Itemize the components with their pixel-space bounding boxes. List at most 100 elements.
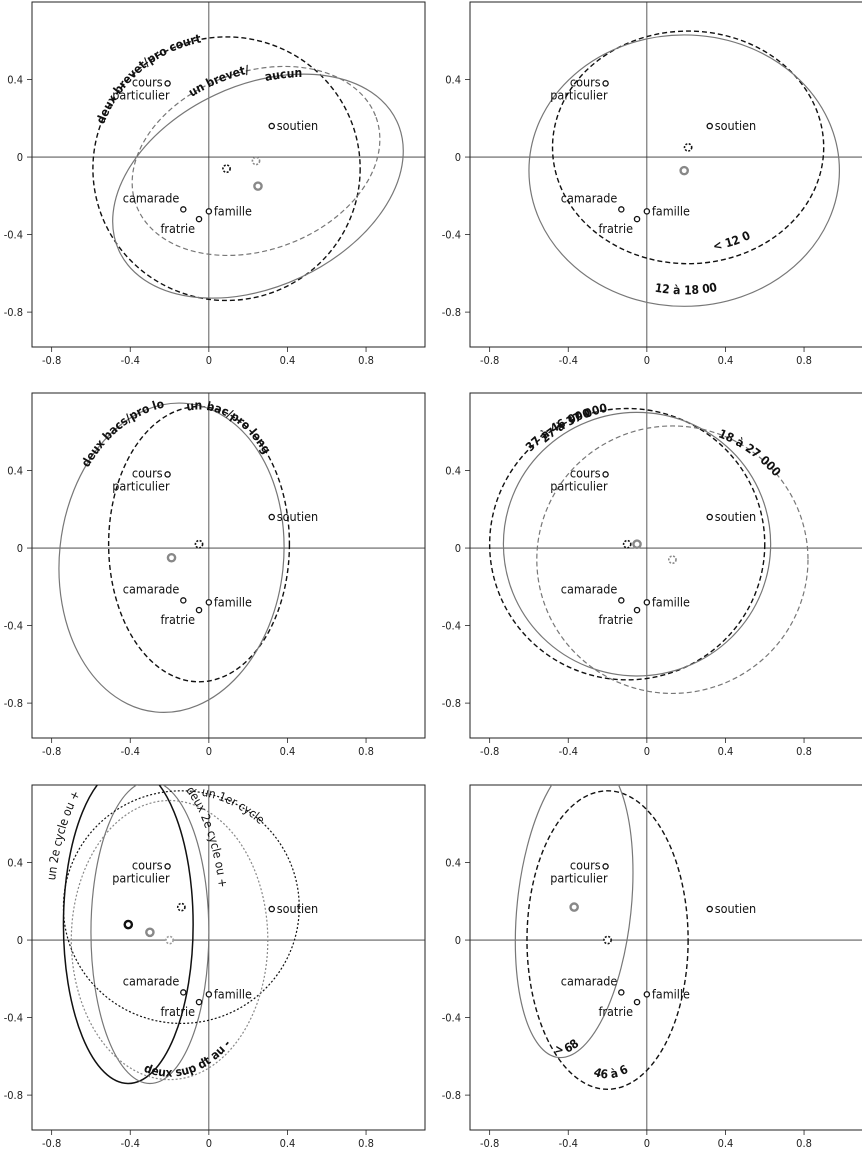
- point-label-fratrie: fratrie: [160, 612, 195, 627]
- y-tick-label: 0.4: [445, 465, 461, 478]
- group-label-aucun: aucun: [263, 66, 302, 84]
- group-label-68-000: > 68 000€: [0, 0, 584, 1057]
- x-tick-label: 0.8: [796, 745, 812, 758]
- point-label-soutien: soutien: [277, 118, 318, 133]
- panel-3: -0.8 -0.4 0 0.4 0.8 0.4 0 -0.4 -0.8 un bac/pro lo…: [0, 0, 426, 758]
- point-famille: [643, 599, 651, 606]
- group-label-deux-sup-dt-au-un-1er-cycle: deux sup dt au - un 1er cycle: [0, 0, 234, 1080]
- y-tick-label: 0: [17, 151, 23, 164]
- y-tick-label: -0.8: [4, 697, 23, 710]
- y-tick-label: 0: [455, 934, 461, 947]
- point-label-soutien: soutien: [277, 509, 318, 524]
- ellipse-deux-bacs-pro-long: [58, 402, 285, 713]
- group-center-46-a-66-000: [603, 935, 612, 945]
- point-fratrie: [195, 215, 203, 223]
- plot-frame: [31, 392, 426, 739]
- group-center-aucun: [253, 181, 263, 191]
- x-tick-label: 0.8: [358, 745, 374, 758]
- point-soutien: [268, 122, 275, 130]
- point-cours-particulier: [164, 863, 171, 870]
- point-soutien: [706, 905, 713, 913]
- x-tick-label: -0.4: [121, 745, 140, 758]
- x-tick-label: -0.4: [121, 354, 140, 367]
- group-label-27-a-37-000: 27 à 37 000€: [0, 0, 608, 446]
- x-tick-label: 0.4: [280, 745, 296, 758]
- group-center-12-a-18-000: [679, 165, 689, 176]
- x-tick-label: -0.4: [559, 354, 578, 367]
- ellipse-12-a-18-000: [528, 34, 841, 307]
- point-label-famille: famille: [652, 594, 690, 609]
- ellipse-18-a-27-000: [536, 425, 809, 695]
- y-tick-label: -0.4: [442, 229, 461, 242]
- ellipse-deux-sup-dt-au-un-1er-cycle: [70, 799, 269, 1081]
- x-tick-label: -0.8: [480, 745, 499, 758]
- x-tick-label: 0.4: [280, 1137, 296, 1150]
- x-tick-label: -0.4: [559, 1137, 578, 1150]
- point-soutien: [268, 513, 275, 521]
- y-tick-label: -0.4: [4, 620, 23, 633]
- point-label-famille: famille: [652, 986, 690, 1001]
- y-tick-label: -0.8: [4, 306, 23, 319]
- group-ellipses: [488, 407, 809, 695]
- group-ellipses: [514, 785, 689, 1090]
- point-camarade: [180, 989, 187, 996]
- x-tick-label: 0.8: [796, 354, 812, 367]
- x-tick-label: 0.8: [358, 354, 374, 367]
- group-center-un-2e-cycle-ou: [123, 919, 134, 930]
- point-label-cours: cours: [132, 465, 163, 480]
- x-tick-label: 0: [644, 1137, 650, 1150]
- point-cours-particulier: [602, 80, 609, 87]
- ellipse-un-1er-cycle: [62, 790, 300, 1024]
- x-tick-label: -0.4: [559, 745, 578, 758]
- point-label-cours: cours: [570, 857, 601, 872]
- y-tick-label: -0.4: [442, 1012, 461, 1025]
- point-cours-particulier: [602, 863, 609, 870]
- point-label-soutien: soutien: [715, 118, 756, 133]
- ellipse-46-a-66-000: [526, 790, 689, 1090]
- point-label-famille: famille: [214, 203, 252, 218]
- x-tick-label: 0.4: [718, 1137, 734, 1150]
- point-camarade: [618, 989, 625, 996]
- ellipse-12-000: [551, 30, 825, 265]
- y-tick-label: -0.4: [442, 620, 461, 633]
- x-tick-label: 0: [644, 354, 650, 367]
- group-center-12-000: [683, 142, 693, 152]
- point-label-famille: famille: [214, 594, 252, 609]
- y-tick-label: -0.8: [442, 697, 461, 710]
- y-tick-label: 0: [17, 542, 23, 555]
- point-label-fratrie: fratrie: [598, 221, 633, 236]
- group-center-18-a-27-000: [667, 555, 677, 565]
- point-fratrie: [195, 606, 203, 614]
- x-tick-label: 0.4: [280, 354, 296, 367]
- y-tick-label: 0: [455, 151, 461, 164]
- point-famille: [643, 208, 651, 215]
- point-camarade: [180, 597, 187, 604]
- point-label-fratrie: fratrie: [160, 1004, 195, 1019]
- x-tick-label: -0.8: [42, 745, 61, 758]
- ellipse-aucun: [112, 73, 404, 299]
- y-tick-label: 0: [455, 542, 461, 555]
- ellipse-un-brevet-pro-court: [131, 65, 381, 257]
- y-tick-label: -0.4: [4, 229, 23, 242]
- group-ellipses: [528, 30, 841, 307]
- plot-frame: [31, 1, 426, 348]
- x-tick-label: 0.8: [796, 1137, 812, 1150]
- x-tick-label: 0: [644, 745, 650, 758]
- group-center-deux-2e-cycle-ou: [145, 927, 155, 938]
- point-label-soutien: soutien: [715, 509, 756, 524]
- point-label-cours: cours: [570, 74, 601, 89]
- x-tick-label: -0.4: [121, 1137, 140, 1150]
- point-label-fratrie: fratrie: [598, 1004, 633, 1019]
- point-label-camarade: camarade: [123, 973, 180, 988]
- y-tick-label: 0.4: [7, 857, 23, 870]
- plot-frame: [31, 784, 426, 1131]
- point-label-camarade: camarade: [561, 973, 618, 988]
- group-ellipses: [58, 402, 291, 713]
- ellipse-deux-brevet-pro-court: [92, 36, 361, 302]
- point-label-cours: cours: [570, 465, 601, 480]
- group-center-27-a-37-000: [632, 539, 642, 549]
- point-cours-particulier: [164, 471, 171, 478]
- point-famille: [643, 991, 651, 998]
- y-tick-label: 0.4: [7, 465, 23, 478]
